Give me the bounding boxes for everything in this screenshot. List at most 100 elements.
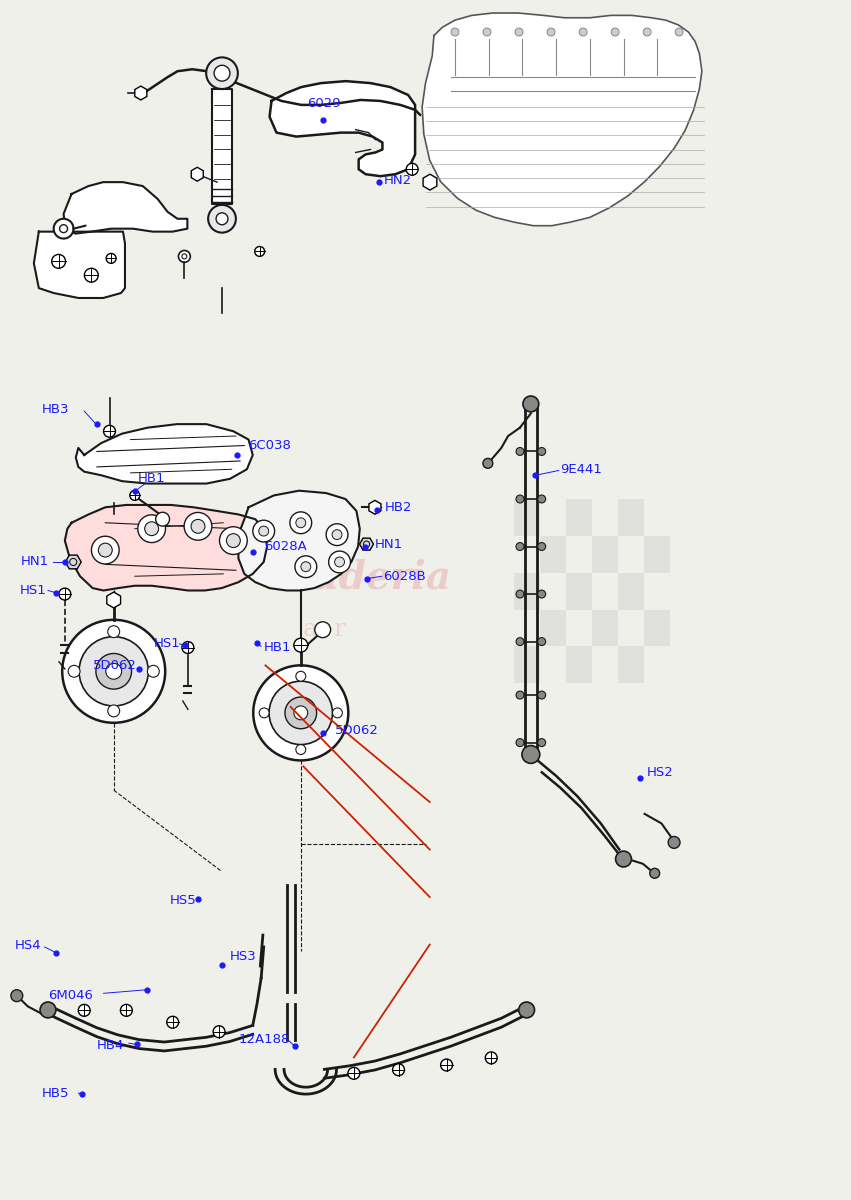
Circle shape: [326, 523, 348, 546]
Circle shape: [538, 496, 545, 503]
Circle shape: [40, 1002, 56, 1018]
Circle shape: [295, 556, 317, 577]
Polygon shape: [134, 86, 147, 100]
Circle shape: [226, 534, 240, 547]
Text: HS1: HS1: [154, 637, 181, 650]
Circle shape: [70, 558, 77, 565]
Circle shape: [145, 522, 158, 535]
Text: HN2: HN2: [383, 174, 412, 187]
Circle shape: [615, 851, 631, 866]
Bar: [592, 536, 618, 572]
Circle shape: [296, 671, 306, 682]
Circle shape: [206, 58, 238, 89]
Polygon shape: [369, 500, 381, 515]
Polygon shape: [360, 538, 374, 550]
Circle shape: [538, 542, 545, 551]
Circle shape: [519, 1002, 534, 1018]
Text: 6028B: 6028B: [383, 570, 426, 583]
Circle shape: [147, 665, 159, 677]
Polygon shape: [238, 491, 360, 590]
Circle shape: [348, 1067, 360, 1079]
Bar: [566, 647, 592, 683]
Circle shape: [106, 253, 116, 263]
Circle shape: [611, 28, 619, 36]
Circle shape: [62, 620, 165, 722]
Circle shape: [315, 622, 331, 637]
Circle shape: [259, 526, 269, 536]
Polygon shape: [423, 174, 437, 190]
Circle shape: [108, 625, 120, 637]
Text: a  r: a r: [303, 618, 346, 641]
Circle shape: [332, 529, 342, 540]
Circle shape: [363, 541, 369, 547]
Circle shape: [406, 163, 418, 175]
Circle shape: [68, 665, 80, 677]
Circle shape: [179, 251, 191, 263]
Text: HN1: HN1: [375, 538, 403, 551]
Circle shape: [130, 491, 140, 500]
Bar: [540, 536, 566, 572]
Text: 6M046: 6M046: [48, 989, 93, 1002]
Text: HS5: HS5: [169, 894, 196, 907]
Circle shape: [523, 396, 539, 412]
Text: 12A188: 12A188: [238, 1033, 290, 1046]
Circle shape: [441, 1060, 453, 1070]
Circle shape: [99, 544, 112, 557]
Circle shape: [538, 637, 545, 646]
Circle shape: [547, 28, 555, 36]
Polygon shape: [66, 556, 81, 569]
Bar: [514, 647, 540, 683]
Circle shape: [516, 448, 524, 456]
Bar: [592, 610, 618, 647]
Circle shape: [269, 682, 333, 744]
Circle shape: [260, 708, 269, 718]
Text: HB3: HB3: [42, 403, 70, 416]
Circle shape: [184, 512, 212, 540]
Circle shape: [296, 744, 306, 755]
Text: HB5: HB5: [42, 1087, 70, 1099]
Circle shape: [108, 704, 120, 716]
Circle shape: [516, 590, 524, 598]
Circle shape: [483, 458, 493, 468]
Circle shape: [254, 665, 348, 761]
Circle shape: [285, 697, 317, 728]
Bar: [644, 610, 670, 647]
Bar: [514, 572, 540, 610]
Circle shape: [52, 254, 66, 269]
Circle shape: [290, 512, 311, 534]
Text: 9E441: 9E441: [560, 463, 603, 475]
Text: HB1: HB1: [137, 473, 165, 485]
Circle shape: [296, 518, 306, 528]
Polygon shape: [65, 505, 267, 590]
Circle shape: [96, 654, 132, 689]
Bar: [566, 572, 592, 610]
Polygon shape: [270, 82, 415, 176]
Text: HB2: HB2: [385, 500, 413, 514]
Circle shape: [254, 246, 265, 257]
Circle shape: [483, 28, 491, 36]
Polygon shape: [107, 592, 121, 608]
Circle shape: [538, 448, 545, 456]
Circle shape: [522, 745, 540, 763]
Circle shape: [60, 224, 67, 233]
Circle shape: [301, 562, 311, 571]
Polygon shape: [76, 424, 253, 484]
Circle shape: [516, 739, 524, 746]
Circle shape: [643, 28, 651, 36]
Bar: [566, 499, 592, 536]
Circle shape: [84, 269, 98, 282]
Circle shape: [516, 691, 524, 700]
Circle shape: [333, 708, 342, 718]
Circle shape: [516, 542, 524, 551]
Text: HS2: HS2: [646, 766, 673, 779]
Circle shape: [59, 588, 71, 600]
Polygon shape: [191, 167, 203, 181]
Text: 6029: 6029: [307, 97, 341, 110]
Circle shape: [182, 254, 187, 259]
Circle shape: [253, 520, 275, 542]
Circle shape: [214, 65, 230, 82]
Circle shape: [106, 664, 122, 679]
Circle shape: [538, 739, 545, 746]
Circle shape: [334, 557, 345, 566]
Circle shape: [328, 551, 351, 572]
